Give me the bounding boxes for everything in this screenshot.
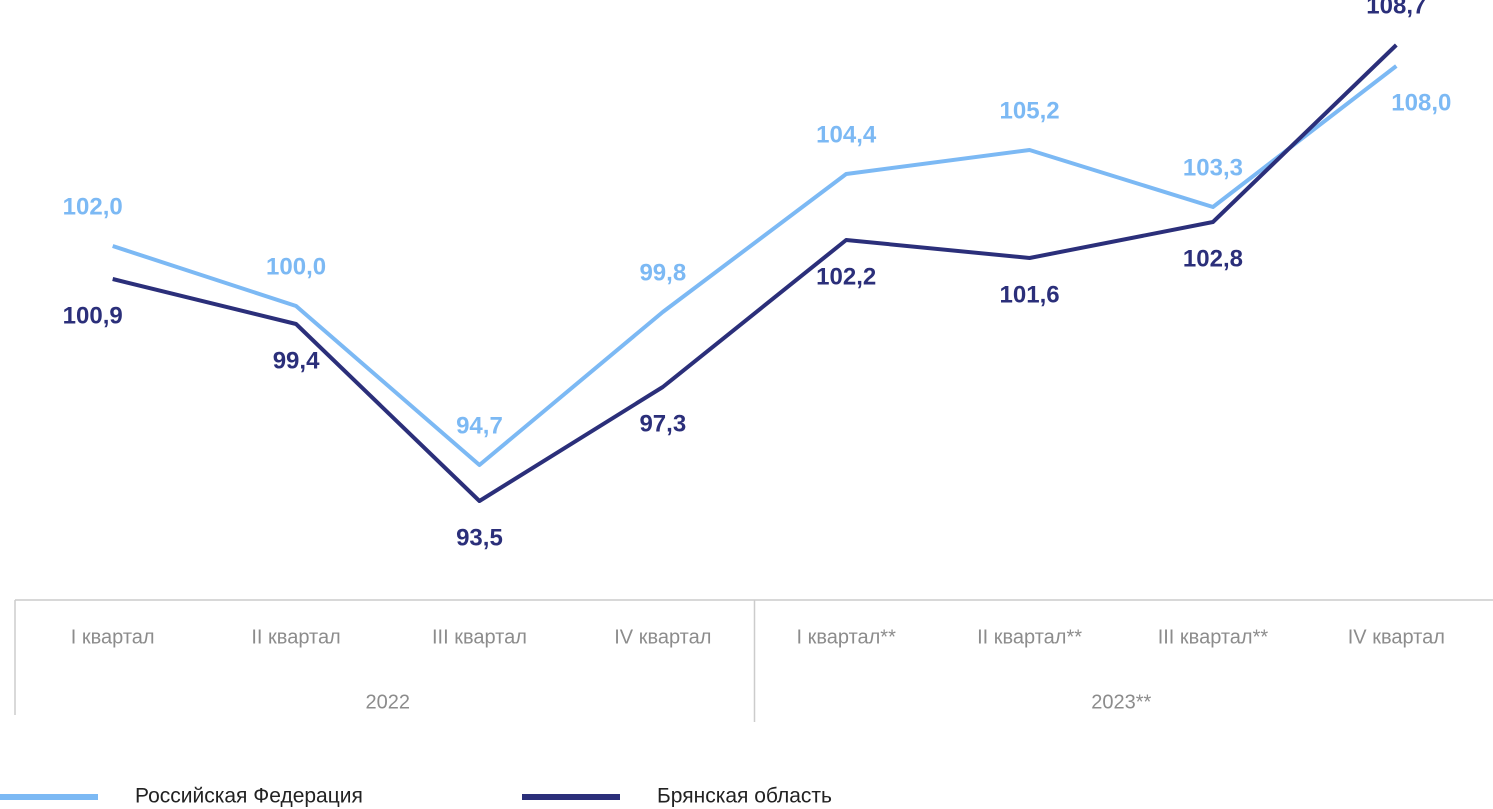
data-label: 97,3 [639, 410, 686, 437]
data-label: 103,3 [1183, 154, 1243, 181]
x-tick-label: IV квартал [614, 626, 711, 648]
data-label: 108,0 [1391, 89, 1451, 116]
x-tick-label: II квартал** [977, 626, 1082, 648]
x-tick-label: I квартал [71, 626, 155, 648]
data-label: 102,8 [1183, 245, 1243, 272]
x-tick-label: II квартал [251, 626, 340, 648]
data-label: 100,0 [266, 253, 326, 280]
data-label: 99,4 [273, 347, 320, 374]
data-label: 105,2 [1000, 97, 1060, 124]
series-line [112, 64, 1398, 467]
data-label: 108,7 [1366, 0, 1426, 19]
group-label: 2022 [366, 691, 411, 713]
data-label: 100,9 [63, 302, 123, 329]
x-tick-label: IV квартал [1348, 626, 1445, 648]
x-tick-label: I квартал** [797, 626, 897, 648]
series-line [112, 43, 1398, 503]
data-label: 94,7 [456, 412, 503, 439]
legend-label: Российская Федерация [135, 785, 363, 808]
group-label: 2023** [1091, 691, 1151, 713]
legend-label: Брянская область [657, 785, 832, 808]
data-label: 102,0 [63, 193, 123, 220]
data-label: 99,8 [639, 259, 686, 286]
data-label: 102,2 [816, 263, 876, 290]
data-label: 93,5 [456, 524, 503, 551]
x-tick-label: III квартал [432, 626, 527, 648]
data-label: 101,6 [1000, 281, 1060, 308]
x-tick-label: III квартал** [1158, 626, 1269, 648]
data-label: 104,4 [816, 121, 877, 148]
